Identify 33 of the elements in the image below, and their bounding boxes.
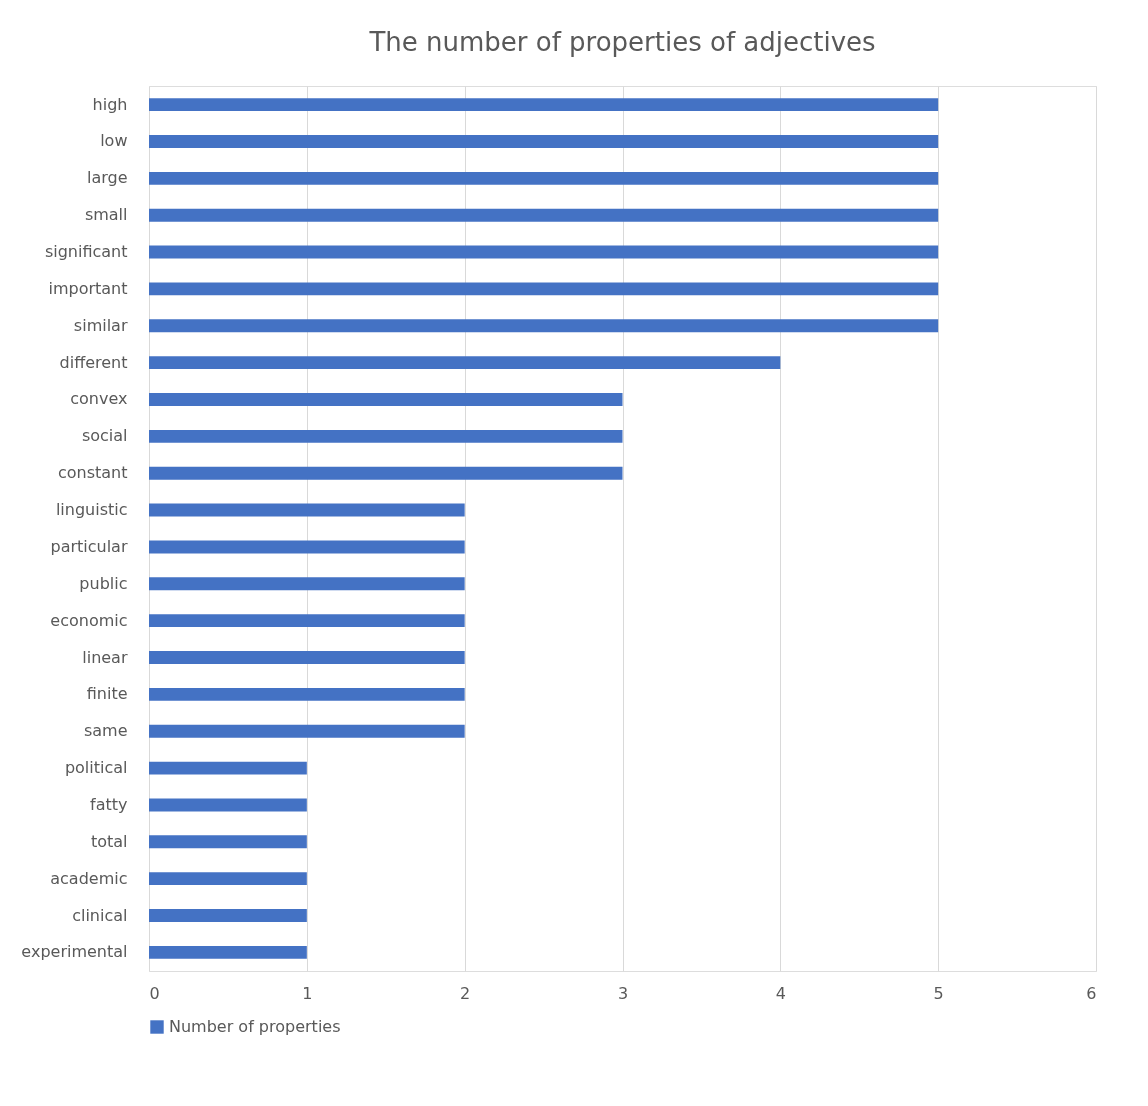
y-tick-label: same bbox=[83, 721, 128, 741]
y-tick-label: high bbox=[92, 94, 128, 114]
x-tick-label: 1 bbox=[302, 983, 313, 1003]
y-tick-label: public bbox=[79, 573, 128, 593]
y-tick-label: significant bbox=[44, 242, 128, 262]
y-tick-label: important bbox=[48, 278, 128, 298]
x-tick-label: 3 bbox=[617, 983, 629, 1003]
y-tick-label: large bbox=[86, 168, 128, 188]
chart-title: The number of properties of adjectives bbox=[368, 27, 876, 57]
y-tick-label: academic bbox=[50, 868, 128, 888]
y-tick-label: total bbox=[90, 831, 128, 851]
y-tick-label: linear bbox=[82, 647, 128, 667]
y-tick-label: clinical bbox=[72, 905, 128, 925]
x-tick-label: 6 bbox=[1086, 983, 1097, 1003]
y-tick-label: similar bbox=[73, 315, 128, 335]
y-tick-label: finite bbox=[86, 684, 128, 704]
y-tick-label: different bbox=[59, 352, 128, 372]
y-tick-label: small bbox=[84, 205, 128, 225]
y-tick-label: low bbox=[100, 131, 128, 151]
y-tick-label: particular bbox=[50, 536, 128, 556]
y-tick-label: constant bbox=[57, 463, 128, 483]
y-tick-label: economic bbox=[50, 610, 128, 630]
legend-label: Number of properties bbox=[169, 1017, 341, 1036]
x-tick-label: 2 bbox=[460, 983, 471, 1003]
y-tick-label: fatty bbox=[90, 794, 128, 814]
x-tick-label: 0 bbox=[149, 983, 160, 1003]
y-tick-label: convex bbox=[70, 389, 128, 409]
y-tick-label: linguistic bbox=[55, 500, 128, 520]
y-tick-label: social bbox=[81, 426, 128, 446]
x-tick-label: 4 bbox=[775, 983, 786, 1003]
y-tick-label: experimental bbox=[21, 942, 128, 962]
x-tick-label: 5 bbox=[933, 983, 944, 1003]
y-tick-label: political bbox=[64, 758, 128, 778]
